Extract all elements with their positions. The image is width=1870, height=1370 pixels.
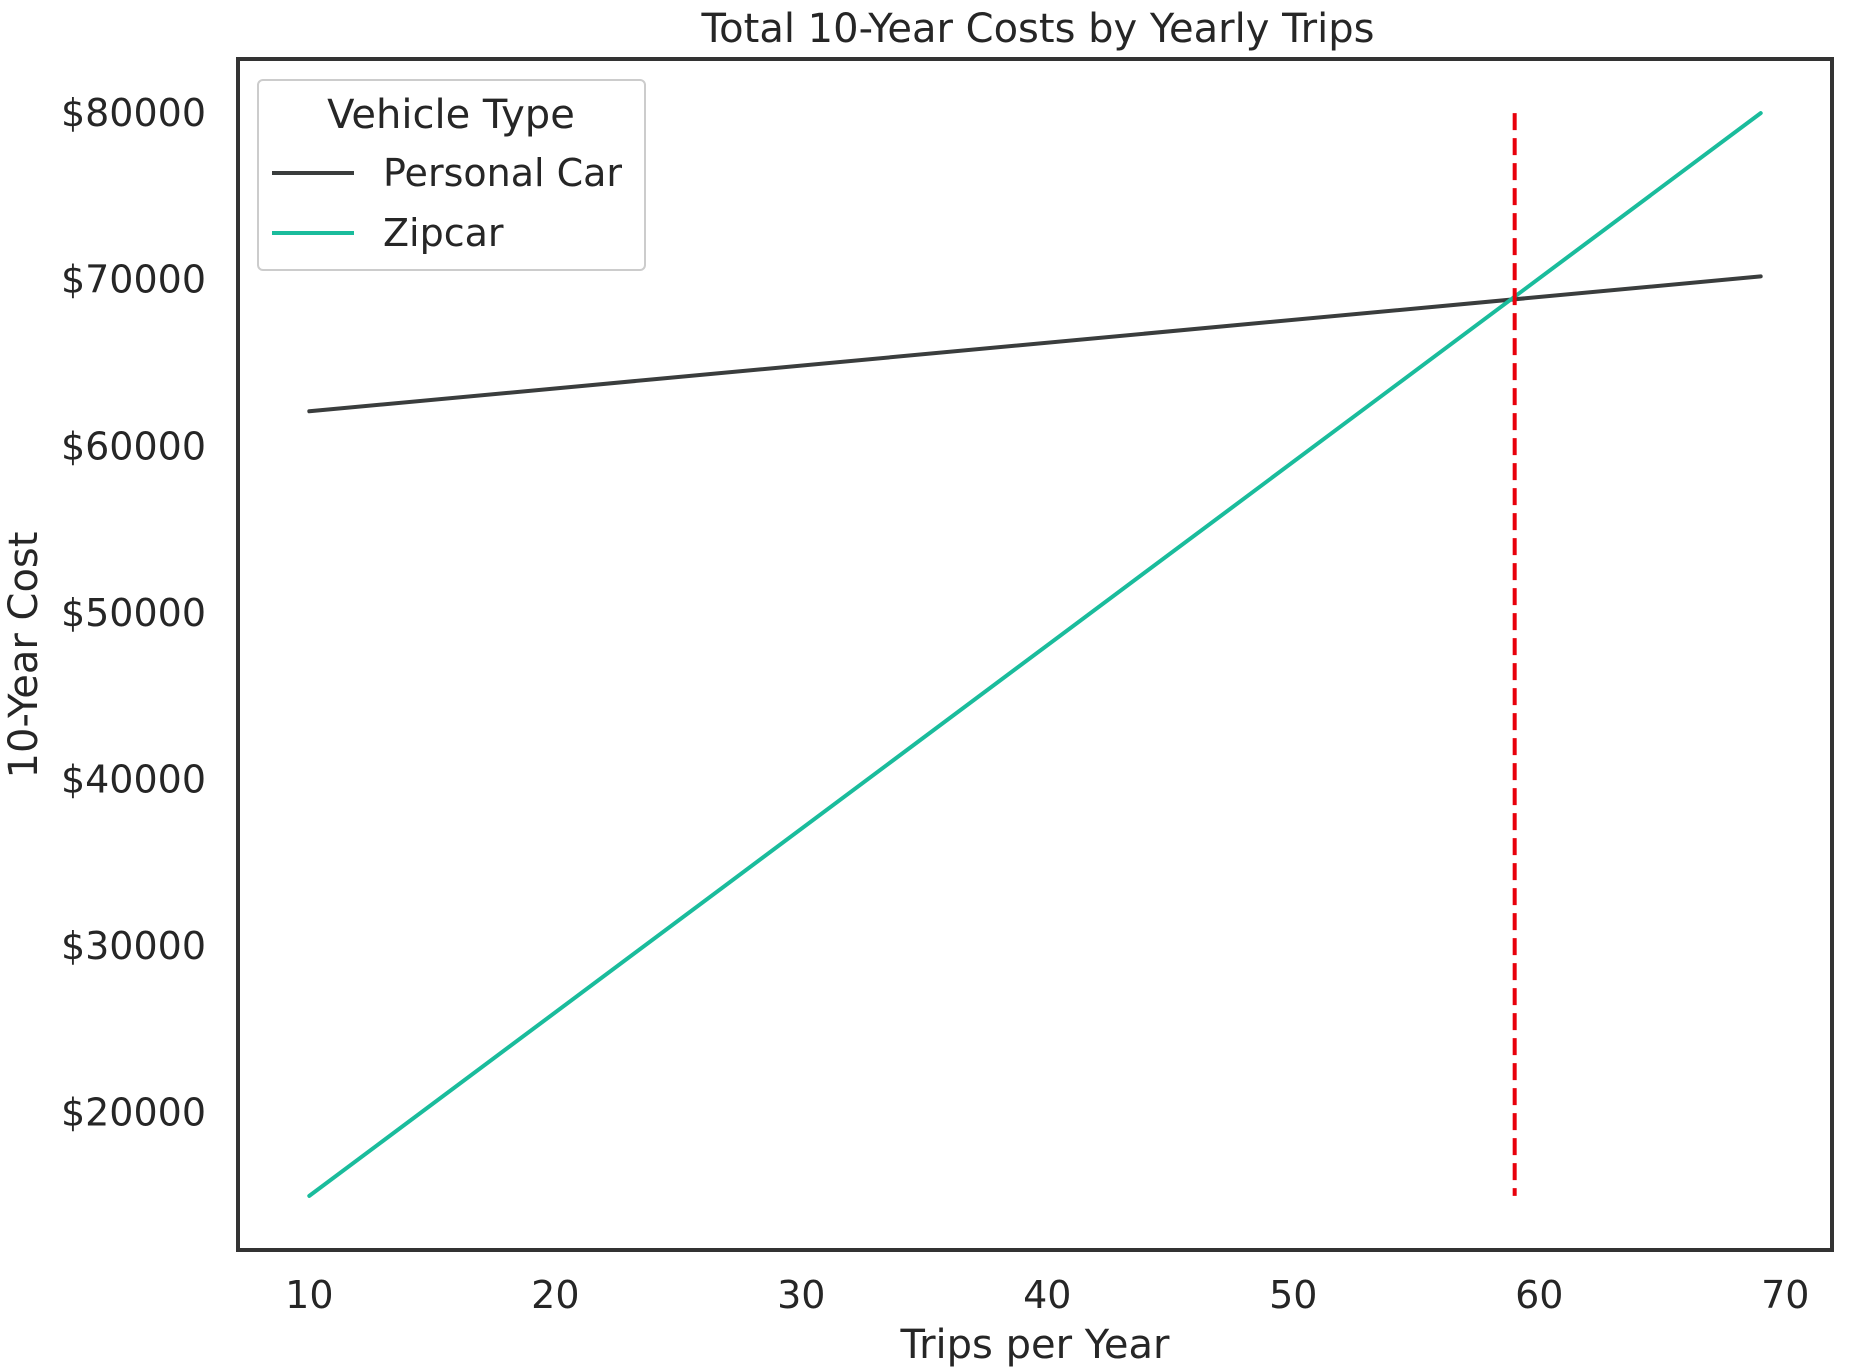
y-tick-label: $30000 — [61, 924, 206, 968]
plot-area — [307, 111, 1763, 1198]
x-axis-ticks: 10 20 30 40 50 60 70 — [285, 1273, 1809, 1317]
y-tick-label: $70000 — [61, 258, 206, 302]
x-tick-label: 30 — [777, 1273, 825, 1317]
y-tick-label: $60000 — [61, 424, 206, 468]
y-axis-ticks: $20000 $30000 $40000 $50000 $60000 $70000 $800… — [61, 91, 206, 1134]
x-axis-label: Trips per Year — [900, 1322, 1170, 1368]
x-tick-label: 20 — [531, 1273, 579, 1317]
legend: Vehicle Type Personal Car Zipcar — [257, 79, 646, 271]
legend-title: Vehicle Type — [327, 92, 575, 138]
legend-label-zipcar: Zipcar — [383, 211, 504, 255]
legend-label-personal-car: Personal Car — [383, 151, 622, 195]
x-tick-label: 50 — [1269, 1273, 1317, 1317]
plot-frame — [236, 57, 1834, 1252]
y-tick-label: $20000 — [61, 1091, 206, 1135]
x-tick-label: 60 — [1515, 1273, 1563, 1317]
y-tick-label: $40000 — [61, 757, 206, 801]
x-tick-label: 40 — [1023, 1273, 1071, 1317]
chart-title: Total 10-Year Costs by Yearly Trips — [701, 6, 1375, 52]
series-line-personal-car — [307, 274, 1763, 414]
y-axis-label: 10-Year Cost — [1, 532, 47, 779]
y-tick-label: $80000 — [61, 91, 206, 135]
series-line-zipcar — [307, 111, 1763, 1198]
x-tick-label: 10 — [285, 1273, 333, 1317]
x-tick-label: 70 — [1761, 1273, 1809, 1317]
legend-box — [257, 79, 646, 271]
y-tick-label: $50000 — [61, 591, 206, 635]
